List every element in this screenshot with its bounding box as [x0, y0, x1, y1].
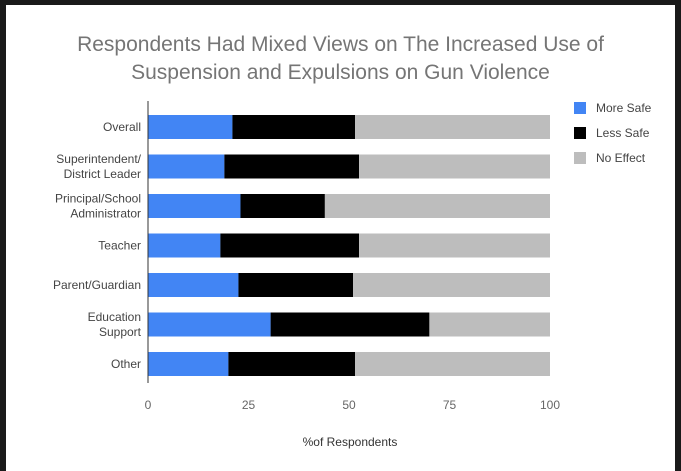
legend-label-3: No Effect	[596, 151, 646, 165]
legend-swatch-2	[574, 127, 586, 139]
bar-row-2-series-2	[224, 154, 360, 179]
legend-label-1: More Safe	[596, 101, 652, 115]
bar-row-1-series-3	[355, 115, 550, 139]
category-label-4-line-1: Teacher	[98, 239, 141, 253]
bar-row-5-series-3	[353, 273, 550, 297]
category-label-1-line-1: Overall	[103, 120, 141, 134]
category-labels: Overall Superintendent/District Leader Pri…	[53, 120, 142, 371]
bar-row-6-series-2	[270, 312, 430, 337]
bar-row-1-series-1	[148, 115, 233, 139]
bar-row-3-series-2	[240, 194, 325, 218]
x-tick-label-2: 25	[242, 398, 256, 412]
chart-title-line-1: Respondents Had Mixed Views on The Incre…	[77, 33, 604, 56]
x-axis-title: %of Respondents	[303, 435, 398, 449]
bar-row-5-series-2	[238, 273, 354, 297]
bar-row-2-series-1	[148, 154, 225, 179]
category-label-3-line-1: Principal/School	[55, 192, 141, 206]
bar-row-2-series-3	[359, 154, 550, 179]
x-tick-label-3: 50	[342, 398, 356, 412]
category-label-6-line-1: Education	[88, 310, 141, 324]
category-label-6-line-2: Support	[99, 325, 142, 339]
category-label-5-line-1: Parent/Guardian	[53, 278, 141, 292]
chart-title: Respondents Had Mixed Views on The Incre…	[6, 31, 675, 87]
legend-swatch-3	[574, 152, 586, 164]
bar-row-4-series-3	[359, 233, 550, 258]
bar-row-3-series-3	[324, 194, 550, 218]
x-tick-label-1: 0	[145, 398, 152, 412]
category-label-2-line-2: District Leader	[64, 167, 141, 181]
legend-label-2: Less Safe	[596, 126, 650, 140]
category-label-7-line-1: Other	[111, 357, 141, 371]
x-tick-labels: 0 25 50 75 100	[145, 398, 561, 412]
legend-swatch-1	[574, 102, 586, 114]
bar-row-5-series-1	[148, 273, 239, 297]
bar-row-7-series-1	[148, 352, 229, 376]
bar-chart: Overall Superintendent/District Leader Pri…	[53, 101, 652, 449]
bar-row-1-series-2	[232, 115, 356, 139]
bar-row-4-series-2	[220, 233, 360, 258]
x-tick-label-5: 100	[540, 398, 560, 412]
bars-group	[148, 115, 550, 376]
x-tick-label-4: 75	[443, 398, 457, 412]
bar-row-3-series-1	[148, 194, 241, 218]
bar-row-7-series-3	[355, 352, 550, 376]
bar-row-6-series-3	[429, 312, 550, 337]
bar-row-7-series-2	[228, 352, 356, 376]
category-label-3-line-2: Administrator	[70, 207, 141, 221]
bar-row-4-series-1	[148, 233, 221, 258]
category-label-2-line-1: Superintendent/	[56, 152, 141, 166]
chart-title-line-2: Suspension and Expulsions on Gun Violenc…	[131, 61, 550, 84]
bar-row-6-series-1	[148, 312, 271, 337]
legend: More Safe Less Safe No Effect	[574, 101, 652, 165]
chart-frame: Respondents Had Mixed Views on The Incre…	[6, 5, 675, 471]
